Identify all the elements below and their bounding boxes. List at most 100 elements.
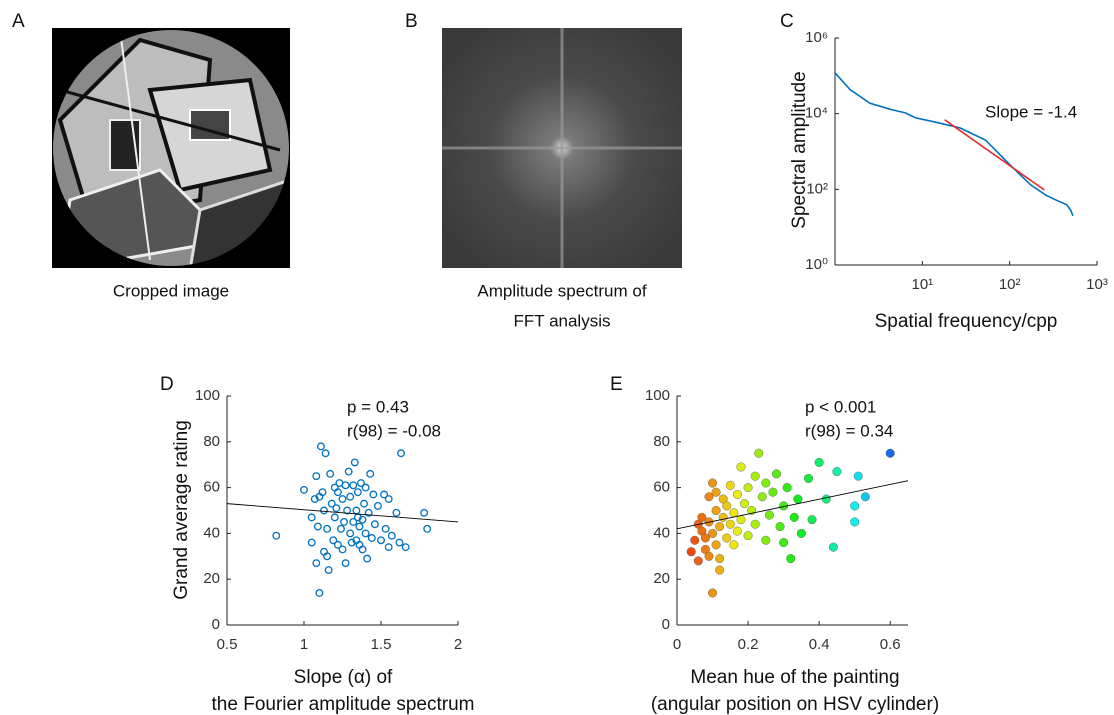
scatter-point (360, 499, 369, 508)
scatter-point (718, 512, 728, 522)
scatter-point (860, 492, 870, 502)
scatter-point (757, 492, 767, 502)
scatter-point (361, 483, 370, 492)
scatter-point (367, 534, 376, 542)
spectrum-image (442, 28, 682, 268)
caption: Amplitude spectrum of (477, 281, 646, 300)
scatter-point (736, 515, 746, 525)
scatter-point (814, 457, 824, 467)
scatter-point (381, 524, 390, 533)
scatter-point (807, 515, 817, 525)
scatter-point (711, 506, 721, 516)
scatter-point (786, 554, 796, 564)
scatter-point (803, 473, 813, 483)
scatter-point (347, 538, 356, 547)
scatter-point (307, 513, 316, 522)
series-line (944, 119, 1045, 191)
scatter-point (789, 512, 799, 522)
scatter-point (725, 480, 735, 490)
scatter-point (333, 540, 342, 549)
y-tick-label: 20 (203, 570, 220, 587)
scatter-point (349, 518, 358, 526)
y-tick-label: 10² (806, 180, 828, 197)
x-axis-label: Slope (α) of (294, 667, 393, 688)
fit-line (226, 503, 459, 523)
scatter-point (736, 462, 746, 472)
scatter-point (392, 508, 401, 517)
scatter-point (686, 547, 696, 557)
caption: Cropped image (113, 281, 229, 300)
scatter-point (423, 524, 432, 533)
scatter-point (340, 518, 348, 526)
scatter-point (761, 478, 771, 488)
scatter-point (850, 517, 860, 527)
scatter-point (853, 471, 863, 481)
y-tick-label: 0 (212, 616, 220, 633)
y-tick-label: 60 (203, 479, 220, 496)
scatter-point (711, 487, 721, 497)
y-tick-label: 80 (203, 433, 220, 450)
panel-letter: B (405, 11, 418, 32)
scatter-point (330, 513, 339, 522)
scatter-point (729, 508, 739, 518)
scatter-point (377, 536, 385, 545)
scatter-point (312, 559, 321, 568)
scatter-point (761, 535, 771, 545)
panel-letter: A (12, 11, 25, 32)
scatter-point (320, 506, 328, 515)
y-tick-label: 10⁴ (805, 105, 828, 122)
x-tick-label: 10³ (1086, 276, 1108, 293)
scatter-point (732, 526, 742, 536)
panel-letter: C (780, 11, 794, 32)
scatter-point (326, 469, 335, 478)
scatter-point (380, 490, 389, 499)
scatter-point (690, 535, 700, 545)
scatter-point (338, 545, 347, 554)
x-axis-label: the Fourier amplitude spectrum (212, 694, 475, 715)
y-tick-label: 10⁶ (805, 29, 828, 46)
x-tick-label: 0 (673, 636, 681, 653)
x-tick-label: 10² (999, 276, 1021, 293)
scatter-point (764, 510, 774, 520)
annotation: p = 0.43 (347, 397, 409, 416)
scatter-point (272, 531, 281, 540)
scatter-point (772, 469, 782, 479)
scatter-point (337, 524, 345, 533)
scatter-point (366, 469, 375, 478)
y-axis-label: Grand average rating (171, 420, 192, 600)
scatter-point (346, 529, 355, 538)
scatter-point (358, 545, 367, 554)
y-tick-label: 20 (653, 570, 670, 587)
y-tick-label: 80 (653, 433, 670, 450)
scatter-point (384, 495, 393, 503)
y-tick-label: 10⁰ (805, 256, 828, 273)
caption: FFT analysis (514, 311, 611, 330)
y-tick-label: 100 (645, 387, 670, 404)
scatter-point (352, 506, 361, 515)
scatter-point (323, 524, 332, 533)
series-line (834, 72, 1074, 217)
scatter-point (793, 494, 803, 504)
scatter-point (828, 542, 838, 552)
scatter-point (821, 494, 831, 504)
cropped-image (52, 28, 290, 268)
scatter-point (357, 479, 365, 487)
y-tick-label: 0 (662, 616, 670, 633)
scatter-point (420, 508, 429, 517)
scatter-point (711, 540, 721, 550)
scatter-point (722, 501, 732, 511)
scatter-point (312, 472, 321, 481)
scatter-point (338, 495, 347, 503)
scatter-point (725, 519, 735, 529)
scatter-point (779, 538, 789, 548)
scatter-point (740, 499, 750, 509)
panel-letter: D (160, 374, 174, 395)
scatter-point (350, 458, 359, 467)
scatter-point (704, 492, 714, 502)
x-tick-label: 0.4 (809, 636, 830, 653)
x-axis-label: Mean hue of the painting (690, 667, 899, 688)
scatter-point (332, 504, 341, 513)
scatter-point (316, 442, 325, 451)
scatter-point (349, 481, 358, 490)
